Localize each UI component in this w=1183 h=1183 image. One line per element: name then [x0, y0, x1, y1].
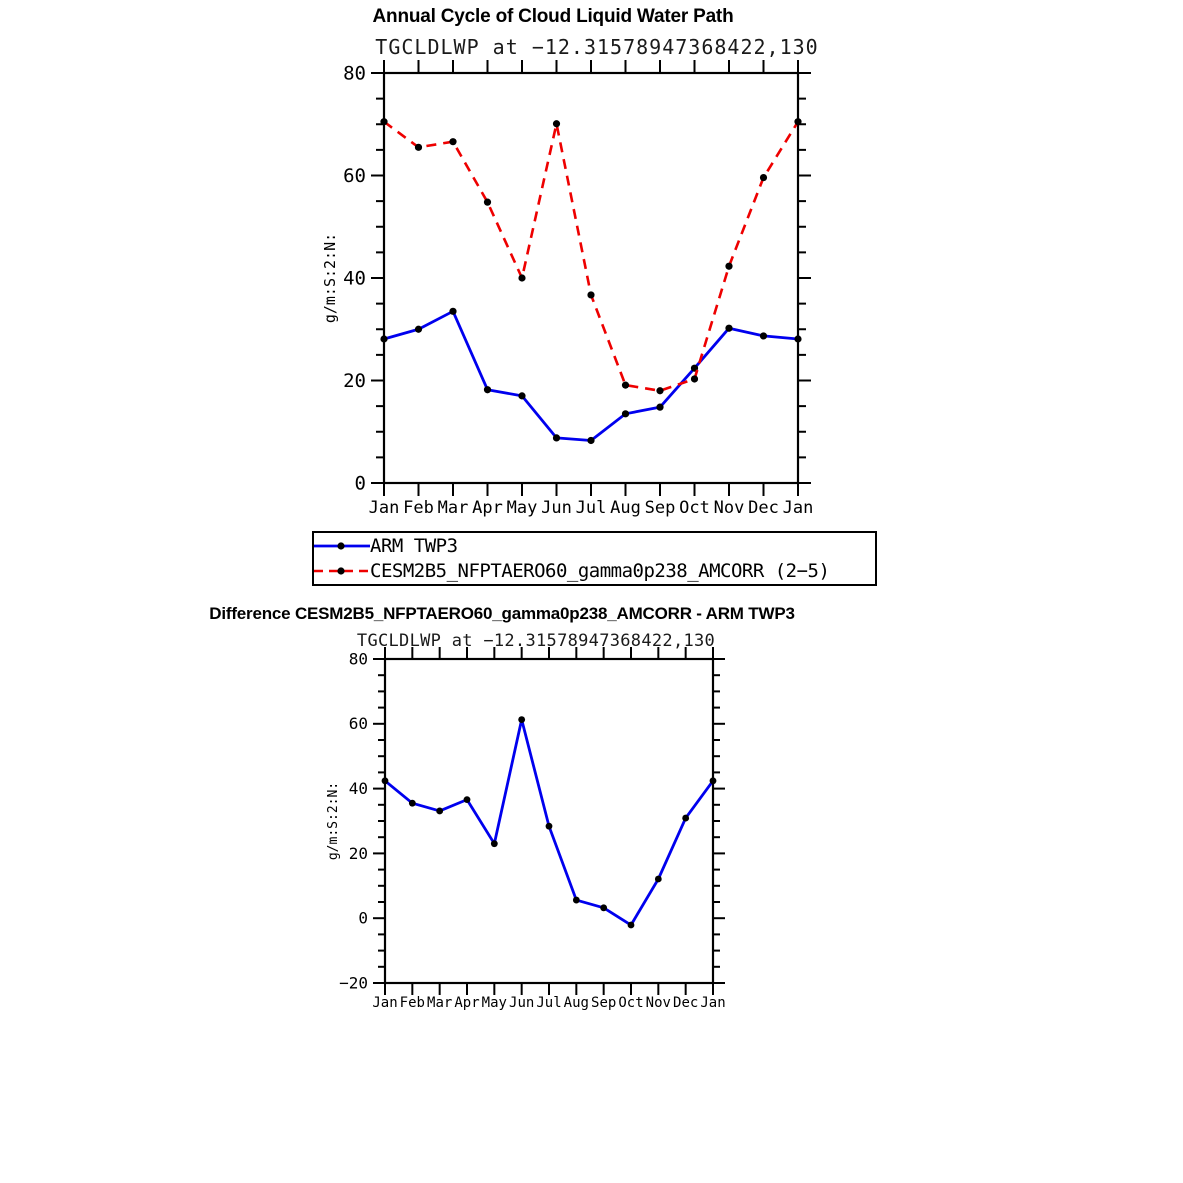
series-line-1	[383, 120, 800, 393]
chart-0-group: Jan Feb Mar Apr May Jun Jul Aug Sep Oct Nov Dec Jan0…	[321, 60, 813, 518]
data-point-marker	[490, 840, 498, 848]
month-label: Sep	[591, 995, 616, 1011]
month-label: May	[507, 498, 538, 518]
data-point-marker	[414, 325, 423, 333]
y-tick-label: −20	[339, 973, 368, 992]
y-tick-label: 80	[349, 649, 368, 668]
data-point-marker	[545, 822, 553, 830]
y-tick-label: 0	[358, 909, 368, 928]
month-label: Jan	[783, 498, 814, 518]
month-label: Dec	[748, 498, 779, 518]
month-label: Jul	[536, 995, 561, 1011]
month-label: Apr	[454, 995, 479, 1011]
legend-line-solid-sample	[314, 542, 370, 550]
plot-frame	[382, 71, 800, 485]
legend-label-arm-twp3: ARM TWP3	[370, 534, 458, 557]
y-tick-label: 0	[355, 472, 366, 494]
y-tick-label: 80	[343, 62, 366, 84]
data-point-marker	[794, 118, 802, 126]
data-point-marker	[518, 716, 526, 723]
y-tick-label: 20	[343, 370, 366, 392]
data-point-marker	[408, 799, 416, 807]
data-point-marker	[621, 381, 630, 389]
data-point-marker	[690, 375, 699, 383]
month-label: Jun	[509, 995, 534, 1011]
legend-dashed-marker-icon	[337, 567, 345, 575]
difference-chart-subtitle: TGCLDLWP at −12.31578947368422,130	[356, 631, 716, 651]
data-point-marker	[654, 875, 662, 883]
y-tick-label: 40	[343, 267, 366, 289]
y-tick-label: 60	[349, 714, 368, 733]
data-point-marker	[759, 173, 768, 182]
data-point-marker	[587, 291, 595, 299]
data-point-marker	[572, 896, 580, 904]
series-line-0	[383, 309, 799, 442]
data-point-marker	[518, 392, 526, 400]
month-label: Jul	[576, 498, 607, 518]
data-point-marker	[552, 434, 561, 442]
y-axis-label: g/m:S:2:N:	[321, 233, 339, 323]
data-point-marker	[656, 387, 664, 395]
month-label: Mar	[438, 498, 469, 518]
top-chart-title: Annual Cycle of Cloud Liquid Water Path	[372, 6, 734, 27]
month-label: Sep	[645, 498, 676, 518]
legend-line-dashed-sample	[314, 567, 370, 575]
data-point-marker	[682, 814, 690, 822]
data-point-marker	[794, 335, 802, 343]
month-label: Oct	[679, 498, 710, 518]
y-axis-label: g/m:S:2:N:	[326, 782, 341, 860]
chart-1-group: Jan Feb Mar Apr May Jun Jul Aug Sep Oct Nov Dec Jan−…	[326, 647, 726, 1011]
data-point-marker	[381, 777, 389, 785]
month-label: Aug	[564, 995, 589, 1011]
data-point-marker	[600, 904, 608, 912]
top-chart-subtitle: TGCLDLWP at −12.31578947368422,130	[375, 35, 819, 59]
month-label: Apr	[472, 498, 503, 518]
month-label: Feb	[400, 995, 425, 1011]
month-label: Mar	[427, 995, 452, 1011]
legend-label-cesm2b5: CESM2B5_NFPTAERO60_gamma0p238_AMCORR (2−…	[370, 559, 830, 582]
y-tick-label: 60	[343, 165, 366, 187]
month-label: Aug	[610, 498, 641, 518]
data-point-marker	[518, 274, 526, 282]
data-point-marker	[656, 403, 664, 411]
data-point-marker	[483, 386, 492, 394]
month-label: May	[482, 995, 507, 1011]
month-label: Feb	[403, 498, 434, 518]
data-point-marker	[725, 324, 733, 332]
data-point-marker	[449, 307, 457, 315]
month-label: Nov	[714, 498, 745, 518]
legend-solid-marker-icon	[337, 542, 345, 550]
data-point-marker	[759, 332, 768, 340]
data-point-marker	[587, 436, 595, 445]
month-label: Nov	[646, 995, 671, 1011]
difference-chart-title: Difference CESM2B5_NFPTAERO60_gamma0p238…	[209, 604, 795, 623]
data-point-marker	[552, 120, 561, 128]
month-label: Jun	[541, 498, 572, 518]
y-tick-label: 20	[349, 844, 368, 863]
data-point-marker	[709, 777, 717, 785]
data-point-marker	[414, 143, 423, 151]
data-point-marker	[380, 335, 388, 343]
month-label: Jan	[700, 995, 725, 1011]
data-point-marker	[380, 118, 388, 126]
legend-row-arm-twp3: ARM TWP3	[314, 534, 875, 559]
month-label: Jan	[372, 995, 397, 1011]
legend-box: ARM TWP3 CESM2B5_NFPTAERO60_gamma0p238_A…	[312, 531, 877, 586]
legend-row-cesm2b5: CESM2B5_NFPTAERO60_gamma0p238_AMCORR (2−…	[314, 559, 875, 584]
month-label: Oct	[618, 995, 643, 1011]
data-point-marker	[725, 262, 733, 270]
data-point-marker	[627, 921, 635, 929]
data-point-marker	[449, 138, 457, 146]
month-label: Jan	[369, 498, 400, 518]
data-point-marker	[483, 198, 492, 206]
data-point-marker	[621, 410, 630, 418]
series-line-0	[384, 718, 715, 927]
data-point-marker	[436, 807, 444, 815]
month-label: Dec	[673, 995, 698, 1011]
data-point-marker	[463, 796, 471, 804]
y-tick-label: 40	[349, 779, 368, 798]
